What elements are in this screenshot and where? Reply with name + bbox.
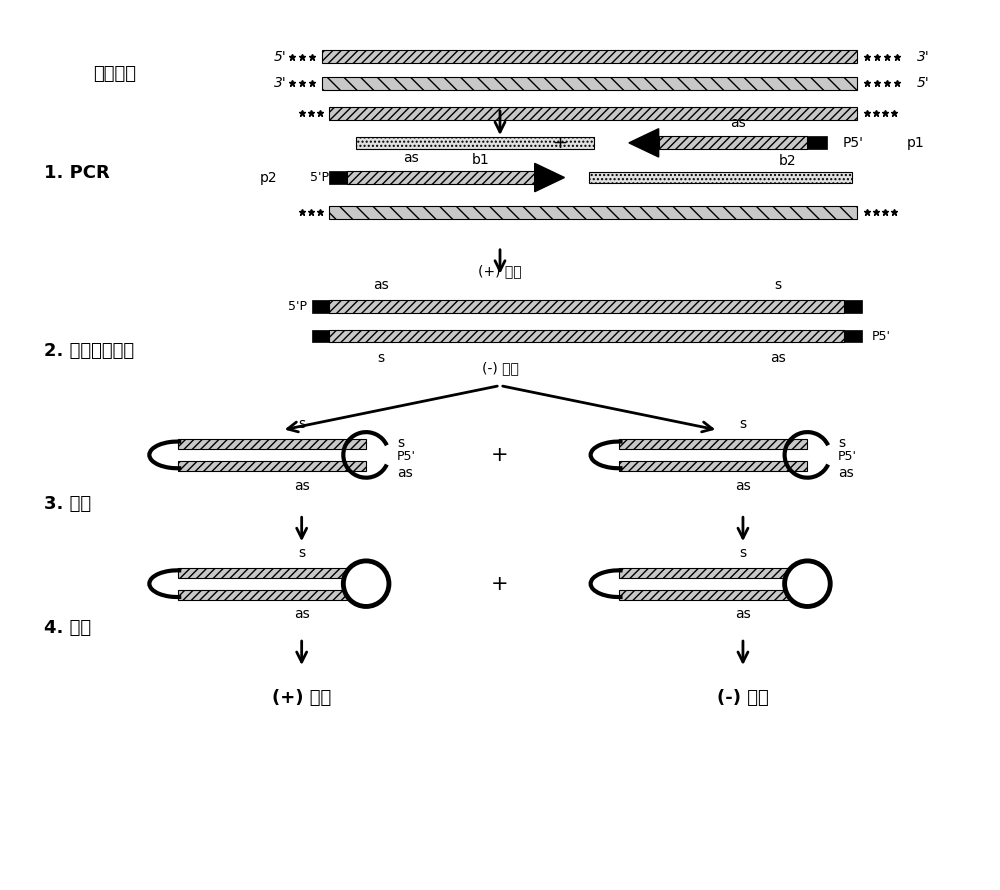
Circle shape xyxy=(785,561,830,606)
Circle shape xyxy=(343,561,389,606)
Text: (-) 单链: (-) 单链 xyxy=(482,360,518,375)
Text: +: + xyxy=(491,574,509,594)
Bar xyxy=(329,206,857,219)
Bar xyxy=(178,590,366,600)
Text: as: as xyxy=(373,278,389,292)
Text: 5'P: 5'P xyxy=(310,171,329,184)
Text: p2: p2 xyxy=(259,171,277,184)
Bar xyxy=(589,172,852,183)
Bar xyxy=(619,439,807,449)
Text: 4. 纯化: 4. 纯化 xyxy=(44,619,91,637)
Text: as: as xyxy=(838,465,854,480)
Text: +: + xyxy=(552,134,567,152)
Text: s: s xyxy=(739,417,747,431)
Polygon shape xyxy=(535,164,564,191)
Text: 2. 变性和再退火: 2. 变性和再退火 xyxy=(44,342,134,360)
Text: s: s xyxy=(298,546,305,560)
Bar xyxy=(322,50,857,63)
Bar xyxy=(322,77,857,90)
Text: as: as xyxy=(735,607,751,621)
Text: (+) 单链: (+) 单链 xyxy=(478,264,522,279)
Text: 5'P: 5'P xyxy=(288,300,307,312)
Text: as: as xyxy=(770,351,786,365)
Bar xyxy=(619,568,807,578)
Text: b2: b2 xyxy=(779,154,796,167)
Bar xyxy=(347,171,535,184)
Text: as: as xyxy=(403,150,419,165)
Text: +: + xyxy=(491,445,509,465)
Text: P5': P5' xyxy=(397,450,416,464)
Text: s: s xyxy=(397,436,404,450)
Text: 3': 3' xyxy=(917,50,929,64)
Text: as: as xyxy=(397,465,413,480)
Text: s: s xyxy=(739,546,747,560)
Text: (-) 哑铃: (-) 哑铃 xyxy=(717,689,769,707)
Text: P5': P5' xyxy=(842,136,863,150)
Bar xyxy=(178,439,366,449)
Bar xyxy=(312,300,329,312)
Bar xyxy=(659,136,807,150)
Bar xyxy=(329,300,844,312)
Text: b1: b1 xyxy=(471,153,489,166)
Bar xyxy=(619,461,807,471)
Text: as: as xyxy=(294,479,310,493)
Text: s: s xyxy=(377,351,385,365)
Bar xyxy=(329,171,347,184)
Text: 通用模板: 通用模板 xyxy=(93,64,136,83)
Polygon shape xyxy=(629,129,659,157)
Text: 3': 3' xyxy=(274,77,287,91)
Text: s: s xyxy=(774,278,781,292)
Bar xyxy=(807,136,827,150)
Text: s: s xyxy=(298,417,305,431)
Bar xyxy=(844,300,862,312)
Bar xyxy=(844,329,862,343)
Text: p1: p1 xyxy=(907,136,924,150)
Text: 3. 结扎: 3. 结扎 xyxy=(44,496,91,514)
Bar xyxy=(178,461,366,471)
Text: as: as xyxy=(735,479,751,493)
Text: 5': 5' xyxy=(274,50,287,64)
Text: as: as xyxy=(730,116,746,130)
Text: s: s xyxy=(838,436,845,450)
Bar xyxy=(356,137,594,149)
Text: P5': P5' xyxy=(872,329,891,343)
Text: as: as xyxy=(294,607,310,621)
Text: (+) 哑铃: (+) 哑铃 xyxy=(272,689,331,707)
Bar xyxy=(178,568,366,578)
Text: 1. PCR: 1. PCR xyxy=(44,164,110,182)
Bar xyxy=(329,329,844,343)
Bar xyxy=(619,590,807,600)
Text: 5': 5' xyxy=(917,77,929,91)
Bar xyxy=(329,107,857,119)
Bar xyxy=(312,329,329,343)
Text: P5': P5' xyxy=(838,450,857,464)
